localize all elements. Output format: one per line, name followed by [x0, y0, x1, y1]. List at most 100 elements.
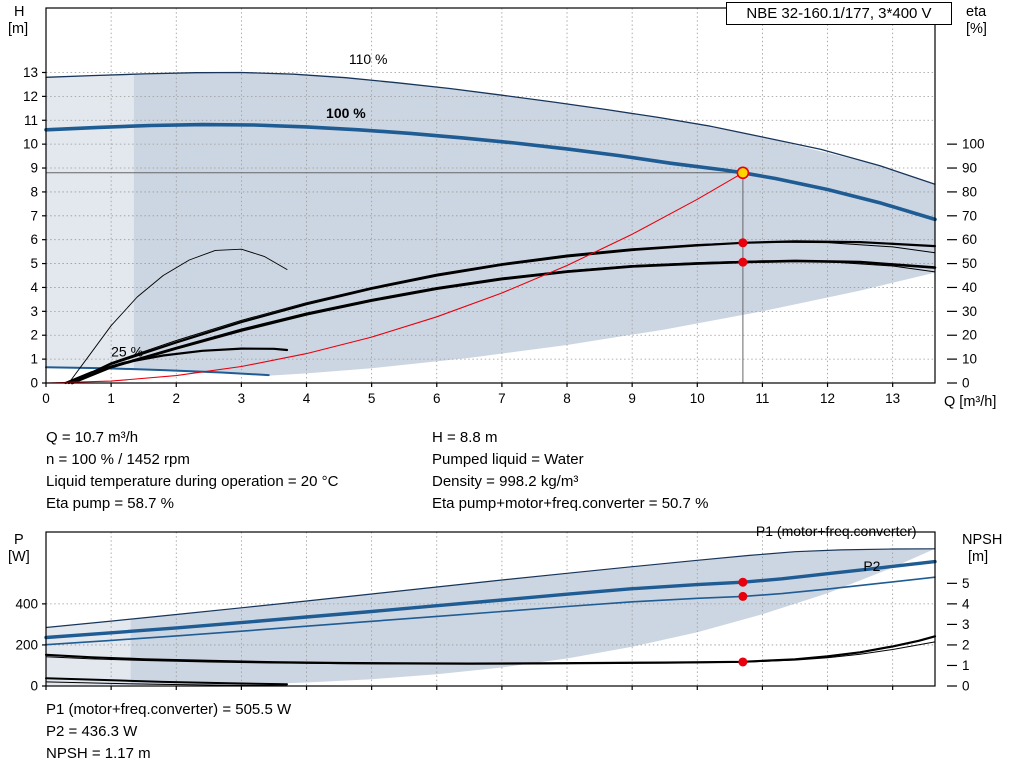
- info-eta-pump: Eta pump = 58.7 %: [46, 495, 174, 512]
- qh-plot-border: [45, 7, 936, 384]
- duty-point[interactable]: [736, 166, 750, 180]
- eta-total-point: [738, 257, 748, 267]
- power-chart-group: P1 (motor+freq.converter) P2 0 200 400 0 1 2 3 4 5…: [8, 523, 1002, 693]
- eta-25-pump-arc: [68, 248, 288, 384]
- p1-point: [738, 577, 748, 587]
- svg-text:8: 8: [30, 184, 38, 199]
- svg-text:13: 13: [23, 65, 38, 80]
- svg-text:90: 90: [962, 161, 977, 176]
- power-axis-ticks: 0 200 400 0 1 2 3 4 5: [15, 576, 970, 694]
- qh-x-axis-label: Q [m³/h]: [944, 394, 996, 410]
- svg-text:4: 4: [303, 391, 311, 406]
- svg-text:5: 5: [30, 256, 38, 271]
- svg-text:6: 6: [433, 391, 441, 406]
- power-envelope: [46, 548, 935, 686]
- svg-text:6: 6: [30, 232, 38, 247]
- svg-text:20: 20: [962, 328, 977, 343]
- qh-y-right-unit: [%]: [966, 21, 987, 37]
- svg-text:2: 2: [30, 328, 38, 343]
- svg-text:9: 9: [30, 161, 38, 176]
- svg-text:200: 200: [15, 637, 38, 652]
- svg-text:4: 4: [962, 596, 970, 611]
- qh-curve-100pct: [44, 122, 937, 222]
- svg-text:12: 12: [820, 391, 835, 406]
- info-flow: Q = 10.7 m³/h: [46, 429, 139, 446]
- info-p1: P1 (motor+freq.converter) = 505.5 W: [46, 701, 292, 718]
- svg-text:11: 11: [755, 391, 769, 406]
- qh-chart-group: 110 %100 %25 %0 1 2 3 4 5 6 7 8 9 10 11 12 1301234567…: [8, 4, 996, 410]
- eta-total-100-curve: [70, 259, 937, 385]
- info-speed: n = 100 % / 1452 rpm: [46, 451, 190, 468]
- power-y-left-label: P: [14, 532, 24, 548]
- svg-text:50: 50: [962, 256, 977, 271]
- svg-text:2: 2: [962, 637, 970, 652]
- svg-text:9: 9: [628, 391, 636, 406]
- power-y-left-unit: [W]: [8, 549, 30, 565]
- svg-text:10: 10: [690, 391, 705, 406]
- p-25-thin-curve: [45, 681, 288, 687]
- duty-info-right: H = 8.8 m Pumped liquid = Water Density …: [432, 427, 708, 515]
- svg-text:80: 80: [962, 184, 977, 199]
- info-npsh: NPSH = 1.17 m: [46, 745, 151, 762]
- system-resistance-curve: [45, 172, 744, 384]
- label-p2: P2: [863, 558, 880, 574]
- svg-text:30: 30: [962, 304, 977, 319]
- svg-text:3: 3: [30, 304, 38, 319]
- power-info: P1 (motor+freq.converter) = 505.5 W P2 =…: [46, 699, 291, 765]
- info-head: H = 8.8 m: [432, 429, 498, 446]
- svg-text:5: 5: [368, 391, 376, 406]
- svg-text:100: 100: [962, 137, 985, 152]
- qh-curve-110pct: [45, 71, 936, 185]
- svg-text:0: 0: [962, 376, 970, 391]
- svg-text:12: 12: [23, 89, 38, 104]
- p1-110-curve: [45, 548, 936, 629]
- power-y-right-unit: [m]: [968, 549, 988, 565]
- svg-text:4: 4: [30, 280, 38, 295]
- svg-text:70: 70: [962, 208, 977, 223]
- p1-100-curve: [44, 559, 937, 640]
- svg-text:0: 0: [30, 679, 38, 694]
- info-liquid: Pumped liquid = Water: [432, 451, 584, 468]
- svg-text:1: 1: [962, 658, 970, 673]
- info-temperature: Liquid temperature during operation = 20…: [46, 473, 339, 490]
- svg-text:1: 1: [107, 391, 115, 406]
- npsh-curve: [44, 635, 937, 665]
- eta-25-total-curve: [64, 347, 289, 385]
- svg-text:60: 60: [962, 232, 977, 247]
- svg-text:11: 11: [24, 113, 38, 128]
- svg-text:0: 0: [962, 679, 970, 694]
- svg-text:10: 10: [23, 137, 38, 152]
- info-eta-total: Eta pump+motor+freq.converter = 50.7 %: [432, 495, 709, 512]
- npsh-point: [738, 657, 748, 667]
- p2-point: [738, 591, 748, 601]
- svg-text:8: 8: [563, 391, 571, 406]
- power-y-right-label: NPSH: [962, 532, 1002, 548]
- p2-100-curve: [45, 576, 936, 646]
- svg-text:13: 13: [885, 391, 900, 406]
- pump-title: NBE 32-160.1/177, 3*400 V: [746, 5, 932, 22]
- svg-text:7: 7: [498, 391, 506, 406]
- svg-text:2: 2: [172, 391, 180, 406]
- label-p1: P1 (motor+freq.converter): [756, 523, 917, 539]
- p-25-curve: [45, 677, 288, 686]
- svg-text:0: 0: [42, 391, 50, 406]
- power-envelope-left-wedge: [46, 619, 131, 686]
- svg-text:400: 400: [15, 596, 38, 611]
- svg-text:10: 10: [962, 352, 977, 367]
- qh-y-left-label: H: [14, 4, 24, 20]
- svg-text:3: 3: [238, 391, 246, 406]
- svg-text:1: 1: [30, 352, 38, 367]
- duty-info-left: Q = 10.7 m³/h n = 100 % / 1452 rpm Liqui…: [46, 427, 338, 515]
- svg-text:7: 7: [30, 208, 38, 223]
- qh-curve-25pct: [45, 366, 270, 377]
- svg-text:3: 3: [962, 617, 970, 632]
- label-110pct: 110 %: [349, 51, 388, 67]
- svg-text:0: 0: [30, 376, 38, 391]
- info-density: Density = 998.2 kg/m³: [432, 473, 579, 490]
- eta-pump-point: [738, 238, 748, 248]
- svg-text:40: 40: [962, 280, 977, 295]
- envelope-left-wedge: [46, 74, 134, 370]
- qh-y-left-unit: [m]: [8, 21, 28, 37]
